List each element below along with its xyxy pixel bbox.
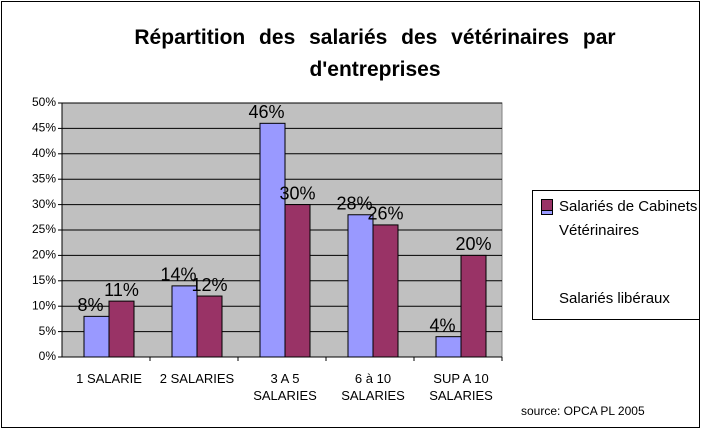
data-label: 8%	[77, 295, 103, 315]
source-note: source: OPCA PL 2005	[521, 404, 645, 418]
bar	[284, 204, 311, 358]
data-label: 11%	[104, 280, 139, 300]
y-tick-label: 0%	[39, 349, 57, 363]
y-tick-label: 15%	[32, 273, 56, 287]
x-tick-label: 1 SALARIE	[76, 371, 142, 386]
y-tick-label: 50%	[32, 95, 56, 109]
legend-swatch	[541, 199, 553, 211]
data-label: 14%	[160, 265, 196, 285]
data-label: 12%	[191, 275, 227, 295]
y-tick-label: 10%	[32, 298, 56, 312]
legend: Salariés de Cabinets Vétérinaires Salarié…	[532, 190, 700, 320]
data-label: 20%	[455, 234, 491, 254]
legend-label: Salariés de Cabinets Vétérinaires	[559, 198, 698, 239]
x-tick-label: 2 SALARIES	[159, 371, 235, 386]
data-label: 46%	[248, 102, 284, 122]
bar	[347, 214, 374, 358]
data-label: 28%	[336, 194, 372, 214]
y-tick-label: 5%	[39, 324, 57, 338]
bar	[435, 336, 462, 358]
x-tick-label: SUP A 10 SALARIES	[429, 371, 493, 403]
data-label: 4%	[429, 315, 455, 335]
y-tick-label: 40%	[32, 146, 56, 160]
bar	[83, 315, 110, 358]
bar	[372, 224, 399, 358]
x-tick-label: 3 A 5 SALARIES	[253, 371, 317, 403]
bar	[171, 285, 198, 358]
bar	[108, 300, 135, 358]
y-tick-label: 25%	[32, 222, 56, 236]
data-label: 26%	[367, 204, 403, 224]
bar	[259, 122, 286, 358]
bar	[196, 295, 223, 358]
x-tick-label: 6 à 10 SALARIES	[341, 371, 405, 403]
y-tick-label: 35%	[32, 171, 56, 185]
legend-label: Salariés libéraux	[559, 290, 670, 307]
chart-title: Répartition des salariés des vétérinaire…	[134, 26, 616, 81]
data-label: 30%	[279, 183, 315, 203]
y-tick-label: 45%	[32, 121, 56, 135]
bar	[460, 254, 487, 358]
y-tick-label: 20%	[32, 248, 56, 262]
y-tick-label: 30%	[32, 197, 56, 211]
